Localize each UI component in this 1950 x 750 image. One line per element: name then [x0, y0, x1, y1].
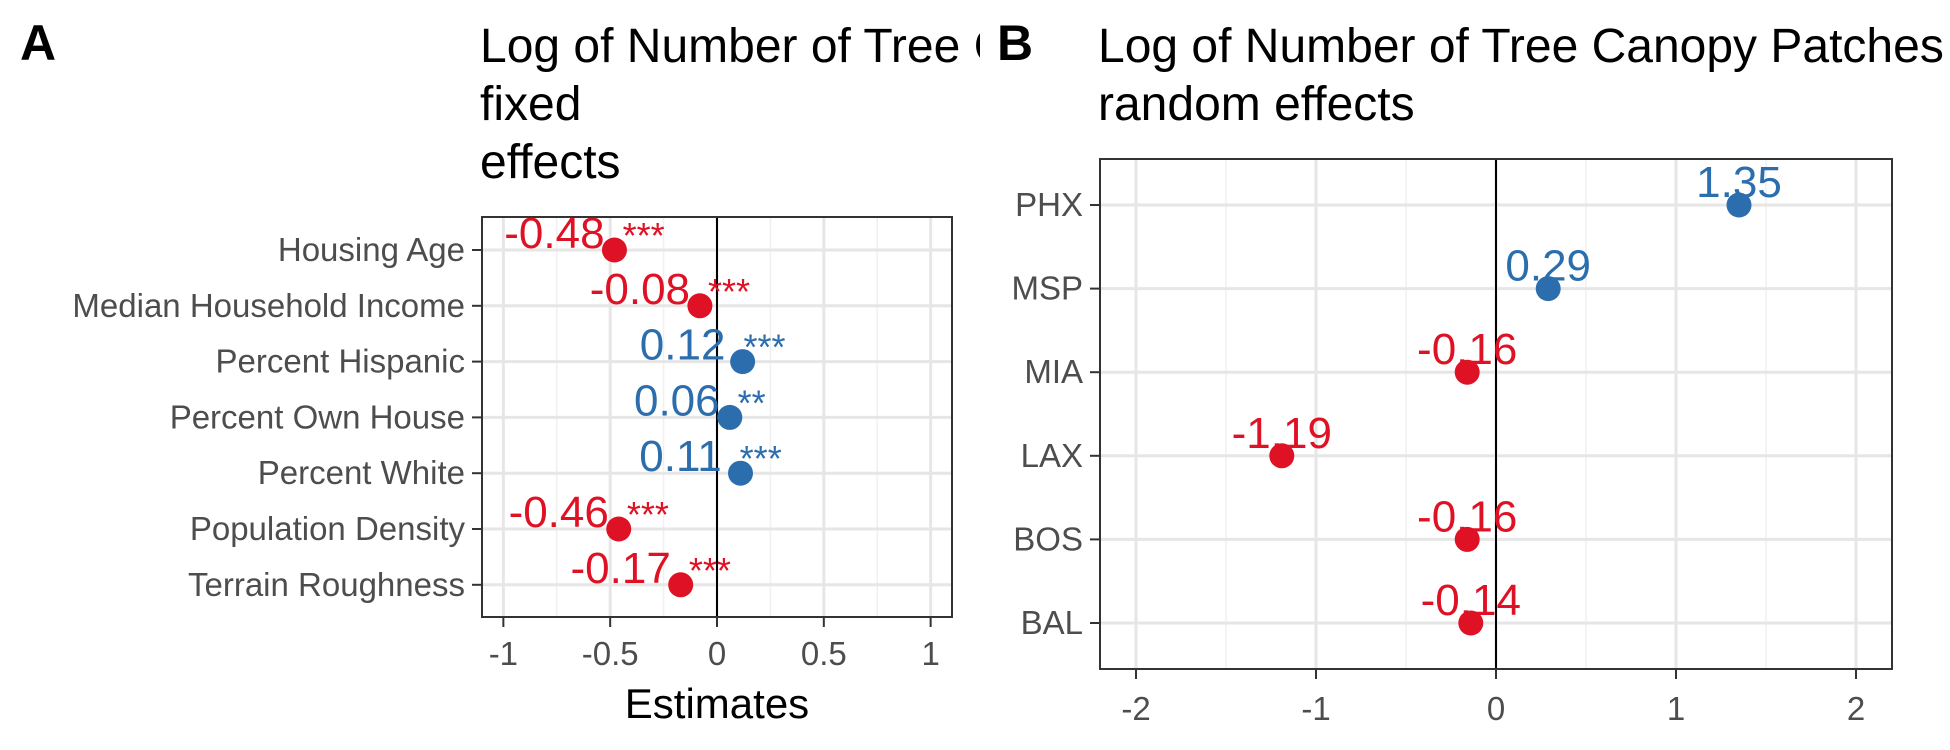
point-median-household-income — [687, 293, 713, 319]
panel-b-points — [1269, 192, 1752, 636]
significance-stars: *** — [743, 327, 785, 368]
value-label-terrain-roughness: -0.17 *** — [571, 544, 731, 593]
x-tick-label: -1 — [1301, 690, 1330, 727]
point-msp — [1535, 276, 1561, 302]
value-label-msp: 0.29 — [1505, 242, 1591, 291]
y-tick-label-percent-white: Percent White — [258, 454, 465, 491]
value-text: 0.29 — [1505, 242, 1591, 291]
panel-a-points — [601, 237, 756, 598]
panel-b-title-group: Log of Number of Tree Canopy Patches ran… — [1098, 20, 1944, 131]
significance-stars: *** — [708, 271, 750, 312]
y-tick-label-msp: MSP — [1011, 270, 1083, 307]
point-percent-hispanic — [730, 349, 756, 375]
panel-a-y-axis: Housing Age Median Household Income Percen… — [72, 231, 482, 603]
value-text: -0.08 — [590, 265, 690, 314]
value-label-median-household-income: -0.08 *** — [590, 265, 750, 314]
value-label-bal: -0.14 — [1421, 576, 1521, 625]
point-phx — [1726, 192, 1752, 218]
panel-a-letter: A — [20, 15, 56, 71]
panel-b-y-axis: PHX MSP MIA LAX BOS BAL — [1011, 186, 1100, 641]
value-text: -0.16 — [1417, 492, 1517, 541]
significance-stars: ** — [738, 382, 766, 423]
value-text: -0.16 — [1417, 325, 1517, 374]
value-label-population-density: -0.46 *** — [509, 488, 669, 537]
value-label-lax: -1.19 — [1232, 409, 1332, 458]
significance-stars: *** — [689, 550, 731, 591]
panel-b: B Log of Number of Tree Canopy Patches r… — [997, 15, 1944, 727]
x-tick-label: 1 — [1667, 690, 1685, 727]
x-tick-label: -0.5 — [582, 635, 639, 672]
point-bal — [1458, 610, 1484, 636]
value-label-percent-own-house: 0.06 ** — [634, 376, 766, 425]
panel-a-title-line-3: effects — [480, 136, 621, 189]
panel-b-x-axis: -2 -1 0 1 2 — [1121, 669, 1865, 727]
y-tick-label-bal: BAL — [1021, 604, 1083, 641]
x-tick-label: 2 — [1847, 690, 1865, 727]
y-tick-label-phx: PHX — [1015, 186, 1083, 223]
value-text: 1.35 — [1696, 158, 1782, 207]
value-text: -0.14 — [1421, 576, 1521, 625]
y-tick-label-median-household-income: Median Household Income — [72, 287, 465, 324]
y-tick-label-bos: BOS — [1013, 520, 1083, 557]
panel-b-letter: B — [997, 15, 1033, 71]
panel-a-title-group: Log of Number of Tree Canopy Patches fix… — [480, 20, 1326, 189]
x-tick-label: -1 — [489, 635, 518, 672]
y-tick-label-housing-age: Housing Age — [278, 231, 465, 268]
y-tick-label-lax: LAX — [1021, 437, 1083, 474]
point-percent-own-house — [717, 404, 743, 430]
significance-stars: *** — [740, 438, 782, 479]
y-tick-label-population-density: Population Density — [190, 510, 466, 547]
x-tick-label: 0.5 — [801, 635, 847, 672]
panel-a-x-axis: -1 -0.5 0 0.5 1 — [489, 617, 940, 672]
x-tick-label: -2 — [1121, 690, 1150, 727]
value-text: 0.12 — [640, 321, 726, 370]
panel-a-title-line-1: Log of Number of Tree Canopy Patches — [480, 20, 1326, 73]
x-tick-label: 0 — [1487, 690, 1505, 727]
value-label-percent-hispanic: 0.12 *** — [640, 321, 786, 370]
y-tick-label-terrain-roughness: Terrain Roughness — [188, 566, 465, 603]
value-text: -0.17 — [571, 544, 671, 593]
panel-a: A Log of Number of Tree Canopy Patches f… — [20, 15, 1326, 727]
panel-b-title-line-1: Log of Number of Tree Canopy Patches — [1098, 20, 1944, 73]
significance-stars: *** — [627, 494, 669, 535]
point-population-density — [606, 516, 632, 542]
panel-a-x-axis-title: Estimates — [625, 680, 809, 727]
value-label-phx: 1.35 — [1696, 158, 1782, 207]
point-housing-age — [601, 237, 627, 263]
value-label-bos: -0.16 — [1417, 492, 1517, 541]
point-mia — [1454, 359, 1480, 385]
point-bos — [1454, 526, 1480, 552]
y-tick-label-mia: MIA — [1024, 353, 1083, 390]
x-tick-label: 0 — [708, 635, 726, 672]
panel-b-data-labels: 1.35 0.29 -0.16 -1.19 -0.16 -0.14 — [1232, 158, 1782, 625]
significance-stars: *** — [623, 215, 665, 256]
x-tick-label: 1 — [921, 635, 939, 672]
value-text: -0.46 — [509, 488, 609, 537]
y-tick-label-percent-hispanic: Percent Hispanic — [216, 343, 465, 380]
value-text: 0.06 — [634, 376, 720, 425]
point-terrain-roughness — [668, 572, 694, 598]
point-percent-white — [728, 460, 753, 486]
value-label-mia: -0.16 — [1417, 325, 1517, 374]
value-text: 0.11 — [639, 432, 721, 481]
panel-b-title-line-2: random effects — [1098, 78, 1415, 131]
value-text: -1.19 — [1232, 409, 1332, 458]
value-label-percent-white: 0.11 *** — [639, 432, 781, 481]
panel-a-title-line-2: fixed — [480, 78, 581, 131]
y-tick-label-percent-own-house: Percent Own House — [170, 398, 465, 435]
point-lax — [1269, 443, 1295, 469]
